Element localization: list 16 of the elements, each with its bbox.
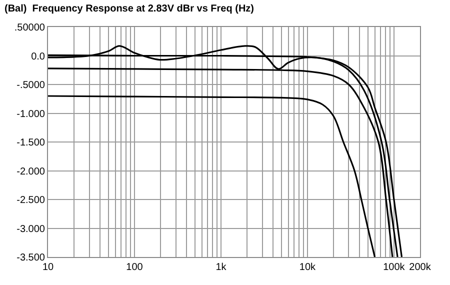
y-tick-label: -1.500 (16, 138, 46, 148)
chart-title: (Bal) Frequency Response at 2.83V dBr vs Freq (Hz) (4, 3, 254, 14)
x-tick-label: 10 (42, 262, 54, 273)
x-tick-label: 200k (409, 262, 432, 273)
x-tick-label: 1k (216, 262, 228, 273)
y-tick-label: -2.000 (16, 166, 46, 178)
y-tick-label: -1.000 (16, 108, 46, 120)
y-tick-label: -2.500 (16, 195, 46, 206)
x-tick-label: 100 (126, 262, 144, 273)
y-tick-label: -3.000 (16, 224, 46, 235)
y-tick-label: 0.0 (31, 51, 46, 62)
y-tick-label: .50000 (14, 22, 46, 34)
y-tick-label: -.5000 (16, 80, 46, 91)
x-tick-label: 100k (383, 262, 406, 273)
y-tick-label: -3.500 (16, 252, 46, 264)
x-tick-label: 10k (299, 262, 317, 273)
